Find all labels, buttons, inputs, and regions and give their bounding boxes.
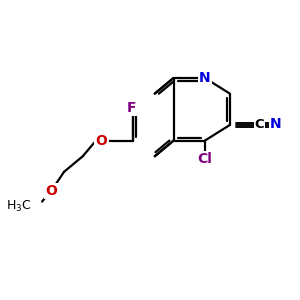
Text: O: O (46, 184, 57, 198)
Text: N: N (199, 71, 211, 85)
Text: F: F (127, 101, 136, 115)
Text: C: C (255, 118, 265, 131)
Text: H$_3$C: H$_3$C (5, 199, 31, 214)
Text: N: N (270, 117, 282, 131)
Text: O: O (96, 134, 107, 148)
Text: Cl: Cl (197, 152, 212, 167)
